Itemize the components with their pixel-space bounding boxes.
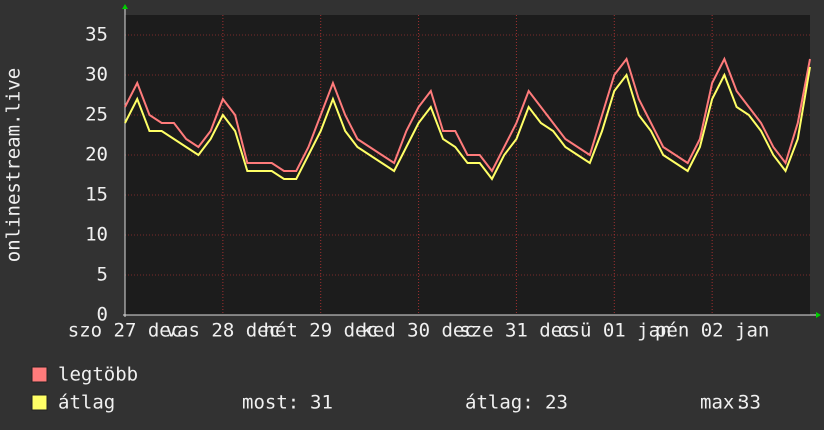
stat-value: 33	[738, 392, 761, 414]
y-tick-label: 20	[85, 144, 108, 166]
x-tick-label: csü 01 jan	[557, 320, 671, 342]
y-tick-label: 30	[85, 64, 108, 86]
x-tick-label: pén 02 jan	[655, 320, 769, 342]
axis-arrow	[816, 312, 821, 318]
stat-value: 31	[310, 392, 333, 414]
y-tick-label: 25	[85, 104, 108, 126]
x-tick-label: hét 29 dec	[264, 320, 378, 342]
x-tick-label: ked 30 dec	[361, 320, 475, 342]
y-tick-label: 5	[97, 264, 108, 286]
axis-arrow	[122, 4, 128, 9]
legend-swatch	[31, 366, 48, 383]
stat-label: most:	[242, 392, 299, 414]
plot-area	[125, 15, 810, 315]
legend-label: legtöbb	[58, 364, 138, 386]
series-line	[124, 56, 811, 173]
series-line	[124, 66, 811, 181]
x-tick-label: sze 31 dec	[459, 320, 573, 342]
legend-label: átlag	[58, 392, 115, 414]
y-axis-label: onlinestream.live	[3, 68, 25, 262]
stat-label: max:	[700, 392, 746, 414]
y-tick-label: 0	[97, 304, 108, 326]
stat-value: 23	[545, 392, 568, 414]
x-tick-label: szo 27 dec	[68, 320, 182, 342]
legend-swatch	[31, 394, 48, 411]
y-tick-label: 35	[85, 24, 108, 46]
x-tick-label: vas 28 dec	[166, 320, 280, 342]
y-tick-label: 10	[85, 224, 108, 246]
y-tick-label: 15	[85, 184, 108, 206]
stat-label: átlag:	[465, 392, 534, 414]
